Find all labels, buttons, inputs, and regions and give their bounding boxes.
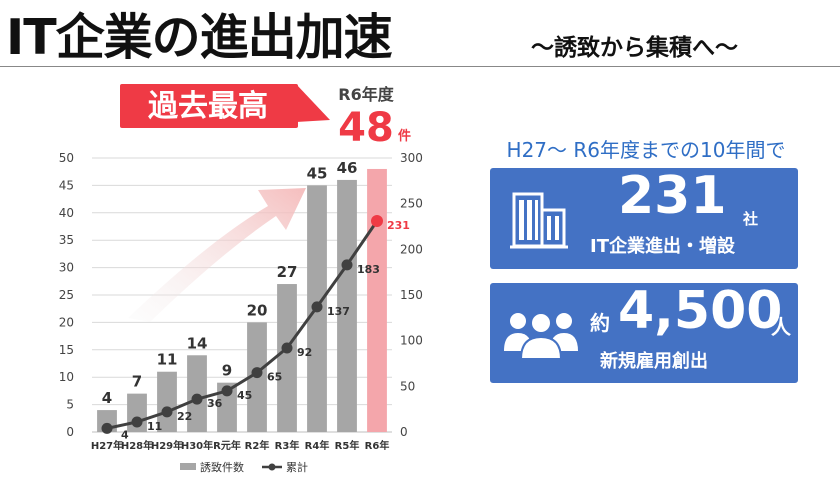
y-right-tick: 200 bbox=[400, 242, 423, 256]
trend-arrow bbox=[128, 188, 306, 322]
jobs-value: 4,500 bbox=[618, 281, 783, 341]
y-left-tick: 0 bbox=[66, 425, 74, 439]
y-left-tick: 35 bbox=[59, 233, 74, 247]
cumulative-value-label: 137 bbox=[327, 305, 350, 318]
jobs-prefix: 約 bbox=[590, 311, 610, 335]
chart-legend: 誘致件数 累計 bbox=[180, 460, 308, 474]
building-icon bbox=[510, 192, 568, 249]
x-tick-label: R5年 bbox=[335, 439, 360, 452]
bar-value-label: 27 bbox=[277, 263, 298, 281]
y-left-tick: 25 bbox=[59, 288, 74, 302]
cumulative-value-label: 183 bbox=[357, 263, 380, 276]
callout-value: 48 bbox=[338, 105, 394, 151]
y-right-tick: 250 bbox=[400, 197, 423, 211]
cumulative-point bbox=[161, 406, 173, 418]
cumulative-value-label: 11 bbox=[147, 420, 162, 433]
cumulative-value-label: 231 bbox=[387, 219, 410, 232]
cumulative-value-label: 36 bbox=[207, 397, 223, 410]
y-left-tick: 15 bbox=[59, 343, 74, 357]
record-callout: 過去最高 R6年度 48 件 bbox=[120, 84, 411, 151]
x-tick-label: R2年 bbox=[245, 439, 270, 452]
companies-value: 231 bbox=[618, 166, 727, 226]
cumulative-line bbox=[106, 220, 379, 430]
x-tick-label: R元年 bbox=[213, 439, 241, 452]
bar-R6年 bbox=[367, 168, 387, 432]
cumulative-point bbox=[101, 422, 113, 434]
bar-value-label: 20 bbox=[247, 301, 268, 319]
page-title: IT企業の進出加速 bbox=[6, 9, 393, 66]
cumulative-point bbox=[341, 259, 353, 271]
callout-year: R6年度 bbox=[338, 85, 394, 104]
bar-value-label: 9 bbox=[222, 362, 232, 380]
y-left-tick: 45 bbox=[59, 178, 74, 192]
cumulative-value-label: 92 bbox=[297, 346, 312, 359]
record-badge-label: 過去最高 bbox=[148, 89, 268, 124]
jobs-caption: 新規雇用創出 bbox=[600, 351, 708, 372]
bar-R元年 bbox=[217, 382, 237, 432]
jobs-panel: 約 4,500 人 新規雇用創出 bbox=[490, 281, 798, 383]
x-tick-label: R4年 bbox=[305, 439, 330, 452]
cumulative-value-label: 45 bbox=[237, 389, 252, 402]
y-right-tick: 300 bbox=[400, 151, 423, 165]
page-subtitle: 〜誘致から集積へ〜 bbox=[531, 35, 738, 61]
record-badge bbox=[120, 84, 298, 128]
y-right-tick: 0 bbox=[400, 425, 408, 439]
cumulative-point bbox=[251, 367, 263, 379]
cumulative-point bbox=[281, 342, 293, 354]
header-divider bbox=[0, 66, 840, 67]
people-icon bbox=[504, 312, 578, 359]
cumulative-point bbox=[191, 393, 203, 405]
cumulative-point bbox=[311, 301, 323, 313]
legend-swatch-bar bbox=[180, 463, 196, 470]
bar-value-label: 11 bbox=[157, 351, 178, 369]
cumulative-value-label: 22 bbox=[177, 410, 192, 423]
callout-unit: 件 bbox=[398, 128, 411, 144]
legend-label: 累計 bbox=[286, 460, 308, 474]
cumulative-point bbox=[221, 385, 233, 397]
y-left-tick: 5 bbox=[66, 398, 74, 412]
legend-swatch-marker bbox=[268, 463, 276, 471]
bar-H29年 bbox=[157, 371, 177, 432]
x-tick-label: H30年 bbox=[181, 439, 213, 452]
bar-value-label: 7 bbox=[132, 373, 142, 391]
x-tick-label: H28年 bbox=[121, 439, 153, 452]
y-left-tick: 30 bbox=[59, 261, 74, 275]
y-left-tick: 10 bbox=[59, 370, 74, 384]
cumulative-value-label: 65 bbox=[267, 371, 282, 384]
x-tick-label: R3年 bbox=[275, 439, 300, 452]
stats-heading: H27〜 R6年度までの10年間で bbox=[506, 138, 786, 162]
y-left-tick: 20 bbox=[59, 315, 74, 329]
y-left-tick: 50 bbox=[59, 151, 74, 165]
y-right-tick: 150 bbox=[400, 288, 423, 302]
bar-R5年 bbox=[337, 179, 357, 432]
trend-arrow-shape bbox=[128, 188, 306, 322]
x-tick-label: R6年 bbox=[365, 439, 390, 452]
legend-label: 誘致件数 bbox=[200, 460, 244, 474]
y-right-tick: 100 bbox=[400, 334, 423, 348]
y-left-tick: 40 bbox=[59, 206, 74, 220]
jobs-unit: 人 bbox=[771, 315, 791, 339]
bar-value-label: 14 bbox=[187, 334, 208, 352]
bar-R3年 bbox=[277, 284, 297, 432]
bar-value-label: 4 bbox=[102, 389, 112, 407]
companies-panel: 231 社 IT企業進出・増設 bbox=[490, 166, 798, 269]
companies-unit: 社 bbox=[743, 210, 759, 228]
cumulative-point bbox=[131, 416, 143, 428]
y-right-tick: 50 bbox=[400, 379, 415, 393]
cumulative-value-label: 4 bbox=[121, 428, 129, 441]
cumulative-point bbox=[371, 215, 383, 228]
bar-value-label: 46 bbox=[337, 159, 358, 177]
bar-value-label: 45 bbox=[307, 164, 328, 182]
x-tick-label: H27年 bbox=[91, 439, 123, 452]
x-tick-label: H29年 bbox=[151, 439, 183, 452]
companies-caption: IT企業進出・増設 bbox=[590, 236, 735, 257]
